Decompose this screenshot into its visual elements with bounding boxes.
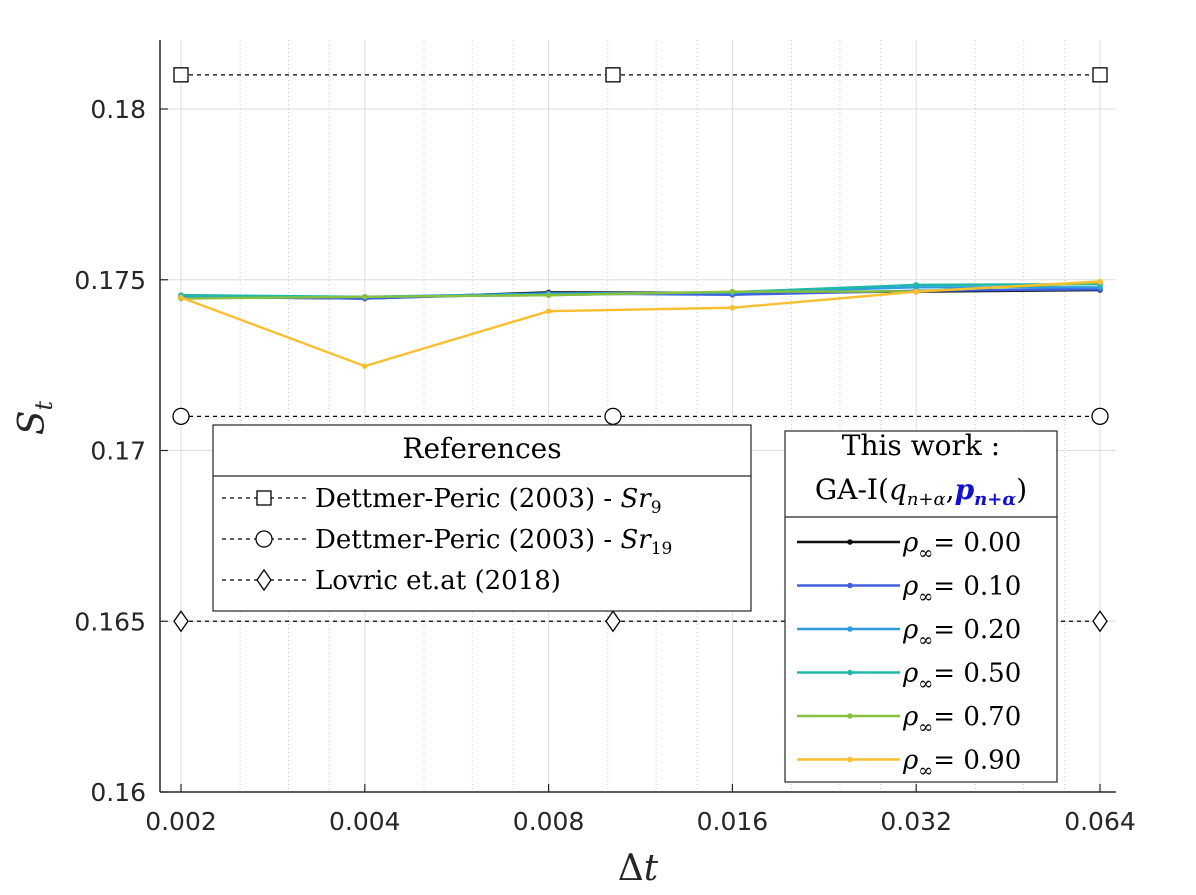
legend-ref-label: Dettmer-Peric (2003) - Sr19 <box>315 525 672 559</box>
x-axis-title: Δt <box>618 848 659 889</box>
reference-marker-diamond <box>1092 610 1108 633</box>
reference-marker-square <box>256 490 272 506</box>
legend-title-p: p <box>955 473 975 506</box>
legend-rho-value: = 0.00 <box>933 528 1021 558</box>
legend-series-point <box>847 626 853 632</box>
legend-rho-symbol: ρ <box>902 746 919 776</box>
reference-marker-diamond <box>173 610 189 633</box>
y-tick-label: 0.18 <box>90 95 146 124</box>
legend-ref-label-sub: 9 <box>651 498 662 518</box>
legend-title-q-sub: n+α <box>907 489 946 510</box>
x-tick-label: 0.016 <box>697 807 769 836</box>
legend-this-work-title-line2: GA-I(qn+α,pn+α) <box>815 473 1027 510</box>
legend-ref-label-main: Lovric et.at (2018) <box>315 566 561 596</box>
legend-ref-label: Dettmer-Peric (2003) - Sr9 <box>315 484 662 518</box>
reference-marker-square <box>605 67 621 83</box>
legend-series-label: ρ∞= 0.10 <box>902 572 1021 608</box>
legend-series-label: ρ∞= 0.90 <box>902 746 1021 782</box>
legend-rho-sub: ∞ <box>918 674 933 695</box>
y-tick-label: 0.175 <box>74 266 146 295</box>
legend-series-label: ρ∞= 0.20 <box>902 615 1021 651</box>
series-point <box>729 304 736 311</box>
reference-marker-diamond <box>256 568 272 592</box>
x-tick-label: 0.064 <box>1064 807 1136 836</box>
legend-this-work-box <box>784 430 1058 783</box>
svg-text:St: St <box>12 400 58 435</box>
legend-ref-label-main: Dettmer-Peric (2003) - <box>315 484 620 514</box>
reference-lines <box>172 67 1109 633</box>
legend-ref-label-symbol: Sr <box>620 484 652 514</box>
legend-ref-label-symbol: Sr <box>620 525 652 555</box>
reference-marker-square <box>173 67 189 83</box>
x-tick-label: 0.008 <box>513 807 585 836</box>
series-point <box>729 288 736 295</box>
legend-this-work: This work : GA-I(qn+α,pn+α) ρ∞= 0.00ρ∞= … <box>784 429 1058 783</box>
series-point <box>545 308 552 314</box>
legend-series-label: ρ∞= 0.70 <box>902 702 1021 738</box>
reference-marker-circle <box>255 530 273 548</box>
y-tick-label: 0.16 <box>90 778 146 807</box>
series-point <box>545 292 552 298</box>
series-point <box>913 288 919 295</box>
legend-this-work-title-line1: This work : <box>842 429 1000 462</box>
legend-ref-label-sub: 19 <box>651 539 673 559</box>
y-axis-title: St <box>12 400 58 435</box>
series-point <box>1097 278 1103 285</box>
series-line <box>180 280 1101 368</box>
series-point <box>178 294 184 301</box>
legend-references: References Dettmer-Peric (2003) - Sr9Det… <box>212 424 752 612</box>
x-tick-label: 0.032 <box>880 807 952 836</box>
reference-marker-circle <box>604 407 622 426</box>
legend-rho-symbol: ρ <box>902 615 919 645</box>
reference-marker-circle <box>1091 407 1109 426</box>
series-point <box>362 363 368 369</box>
y-tick-label: 0.165 <box>74 607 146 636</box>
legend-references-title: References <box>402 432 561 465</box>
axes <box>159 40 1116 793</box>
x-tick-label: 0.002 <box>145 807 217 836</box>
series-lines <box>178 278 1103 369</box>
series-point <box>913 282 919 288</box>
series-point <box>362 294 368 300</box>
x-ticks: 0.002 0.004 0.008 0.016 0.032 0.064 <box>145 784 1136 836</box>
legend-rho-sub: ∞ <box>918 587 933 608</box>
legend-rho-value: = 0.90 <box>933 746 1021 776</box>
legend-series-point <box>847 582 853 589</box>
legend-rho-sub: ∞ <box>918 543 933 564</box>
legend-title-p-sub: n+α <box>974 489 1016 510</box>
legend-series-point <box>847 713 853 719</box>
x-tick-label: 0.004 <box>329 807 401 836</box>
legend-rho-symbol: ρ <box>902 528 919 558</box>
legend-rho-sub: ∞ <box>918 630 933 651</box>
legend-rho-symbol: ρ <box>902 659 919 689</box>
reference-marker-circle <box>172 407 190 426</box>
legend-series-point <box>847 756 853 763</box>
legend-series-label: ρ∞= 0.00 <box>902 528 1021 564</box>
y-tick-label: 0.17 <box>90 437 146 466</box>
legend-ref-label-main: Dettmer-Peric (2003) - <box>315 525 620 555</box>
legend-ref-label: Lovric et.at (2018) <box>315 566 561 596</box>
legend-rho-sub: ∞ <box>918 717 933 738</box>
legend-rho-symbol: ρ <box>902 702 919 732</box>
legend-series-label: ρ∞= 0.50 <box>902 659 1021 695</box>
legend-rho-value: = 0.50 <box>933 659 1021 689</box>
legend-series-point <box>847 539 853 545</box>
legend-rho-value: = 0.70 <box>933 702 1021 732</box>
legend-title-suffix: ) <box>1016 473 1027 506</box>
legend-series-point <box>847 669 853 676</box>
legend-title-q: q <box>889 473 907 506</box>
legend-rho-symbol: ρ <box>902 572 919 602</box>
reference-marker-diamond <box>605 610 621 633</box>
legend-title-prefix: GA-I( <box>815 473 889 506</box>
legend-references-items: Dettmer-Peric (2003) - Sr9Dettmer-Peric … <box>222 484 672 596</box>
legend-rho-sub: ∞ <box>918 761 933 782</box>
legend-this-work-items: ρ∞= 0.00ρ∞= 0.10ρ∞= 0.20ρ∞= 0.50ρ∞= 0.70… <box>797 528 1021 782</box>
legend-title-comma: , <box>946 473 955 506</box>
legend-rho-value: = 0.20 <box>933 615 1021 645</box>
y-ticks: 0.16 0.165 0.17 0.175 0.18 <box>74 95 168 807</box>
reference-marker-square <box>1092 67 1108 83</box>
legend-rho-value: = 0.10 <box>933 572 1021 602</box>
